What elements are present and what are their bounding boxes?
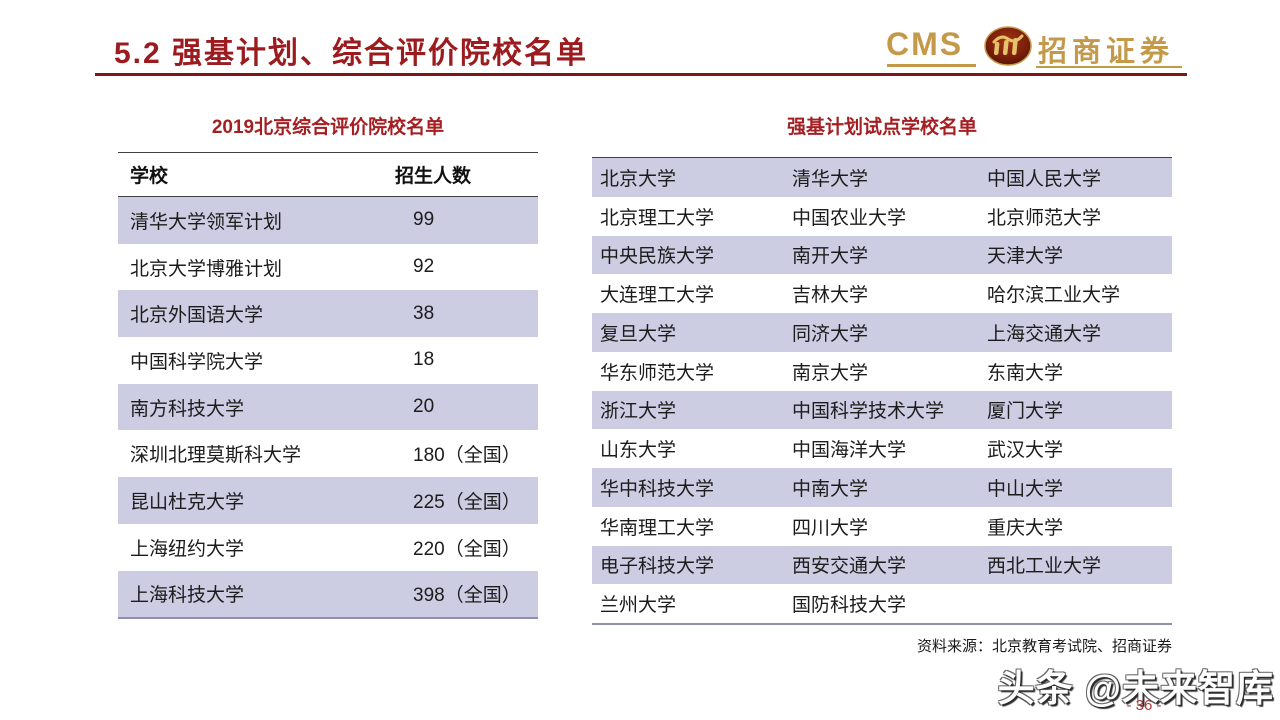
school-cell: 北京外国语大学 — [130, 305, 264, 327]
page-title: 5.2 强基计划、综合评价院校名单 — [114, 37, 589, 70]
count-cell: 20 — [413, 396, 435, 418]
cms-badge-icon — [984, 24, 1032, 73]
table-row: 上海纽约大学 220（全国） — [118, 524, 538, 571]
school-cell: 昆山杜克大学 — [130, 491, 245, 513]
school-cell: 浙江大学 — [600, 401, 677, 423]
count-cell: 92 — [413, 256, 435, 278]
left-table-title: 2019北京综合评价院校名单 — [211, 117, 445, 138]
school-cell: 中国人民大学 — [987, 168, 1102, 190]
school-cell: 深圳北理莫斯科大学 — [130, 445, 302, 467]
table-row: 兰州大学 国防科技大学 — [592, 584, 1172, 623]
brand-logo: CMS 招商证券 — [886, 24, 1182, 70]
school-cell: 中南大学 — [792, 478, 869, 500]
school-cell: 南方科技大学 — [130, 398, 245, 420]
count-cell: 220（全国） — [413, 538, 521, 560]
count-cell: 18 — [413, 349, 435, 371]
school-cell: 中国科学技术大学 — [792, 401, 945, 423]
source-note: 资料来源：北京教育考试院、招商证券 — [916, 638, 1172, 655]
school-cell: 中国科学院大学 — [130, 351, 264, 373]
count-cell: 99 — [413, 209, 435, 231]
school-cell: 四川大学 — [792, 517, 869, 539]
school-cell: 北京大学 — [600, 168, 677, 190]
school-cell: 中国农业大学 — [792, 207, 907, 229]
brand-name-underline — [1036, 66, 1182, 68]
count-cell: 180（全国） — [413, 445, 521, 467]
school-cell: 华南理工大学 — [600, 517, 715, 539]
table-row: 复旦大学 同济大学 上海交通大学 — [592, 313, 1172, 352]
table-row: 清华大学领军计划 99 — [118, 197, 538, 244]
count-cell: 38 — [413, 302, 435, 324]
school-cell: 中国海洋大学 — [792, 440, 907, 462]
table-row: 昆山杜克大学 225（全国） — [118, 477, 538, 524]
school-cell: 山东大学 — [600, 440, 677, 462]
comprehensive-evaluation-table: 学校 招生人数 清华大学领军计划 99 北京大学博雅计划 92 北京外国语大学 … — [118, 152, 538, 620]
school-cell: 兰州大学 — [600, 595, 677, 617]
school-cell: 复旦大学 — [600, 323, 677, 345]
right-table-title: 强基计划试点学校名单 — [786, 117, 977, 138]
school-cell: 中央民族大学 — [600, 246, 715, 268]
table-row: 电子科技大学 西安交通大学 西北工业大学 — [592, 545, 1172, 585]
watermark: 头条 @未来智库 — [997, 668, 1274, 709]
count-cell: 225（全国） — [413, 491, 521, 513]
table-row: 深圳北理莫斯科大学 180（全国） — [118, 430, 538, 477]
brand-cms-underline — [887, 64, 976, 67]
table-row: 山东大学 中国海洋大学 武汉大学 — [592, 429, 1172, 468]
table-row: 华中科技大学 中南大学 中山大学 — [592, 468, 1172, 507]
school-cell: 大连理工大学 — [600, 285, 715, 307]
table-row: 上海科技大学 398（全国） — [118, 570, 538, 618]
school-cell: 厦门大学 — [987, 401, 1064, 423]
table-row: 南方科技大学 20 — [118, 383, 538, 431]
column-header-count: 招生人数 — [395, 166, 472, 187]
school-cell: 南开大学 — [792, 246, 869, 268]
school-cell: 哈尔滨工业大学 — [987, 285, 1121, 307]
school-cell: 天津大学 — [987, 246, 1064, 268]
school-cell: 吉林大学 — [792, 285, 869, 307]
school-cell: 同济大学 — [792, 323, 869, 345]
table-row: 大连理工大学 吉林大学 哈尔滨工业大学 — [592, 274, 1172, 313]
school-cell: 西安交通大学 — [792, 556, 907, 578]
school-cell: 清华大学 — [792, 168, 869, 190]
table-row: 华东师范大学 南京大学 东南大学 — [592, 352, 1172, 391]
table-row: 浙江大学 中国科学技术大学 厦门大学 — [592, 390, 1172, 430]
school-cell: 北京师范大学 — [987, 207, 1102, 229]
school-cell: 上海科技大学 — [130, 585, 245, 607]
school-cell: 南京大学 — [792, 362, 869, 384]
count-cell: 398（全国） — [413, 585, 521, 607]
table-row: 中国科学院大学 18 — [118, 337, 538, 384]
school-cell: 电子科技大学 — [600, 556, 715, 578]
school-cell: 武汉大学 — [987, 440, 1064, 462]
school-cell: 清华大学领军计划 — [130, 211, 283, 233]
title-divider — [95, 73, 1187, 76]
table-row: 北京理工大学 中国农业大学 北京师范大学 — [592, 197, 1172, 236]
table-row: 华南理工大学 四川大学 重庆大学 — [592, 507, 1172, 546]
school-cell: 国防科技大学 — [792, 595, 907, 617]
table-row: 北京外国语大学 38 — [118, 290, 538, 338]
page-number: - 36 - — [1126, 697, 1162, 714]
school-cell: 北京大学博雅计划 — [130, 258, 283, 280]
table-row: 中央民族大学 南开大学 天津大学 — [592, 235, 1172, 275]
table-row: 北京大学 清华大学 中国人民大学 — [592, 158, 1172, 197]
brand-cms-text: CMS — [886, 26, 964, 62]
school-cell: 西北工业大学 — [987, 556, 1102, 578]
school-cell: 东南大学 — [987, 362, 1064, 384]
school-cell: 北京理工大学 — [600, 207, 715, 229]
strong-foundation-plan-table: 北京大学 清华大学 中国人民大学 北京理工大学 中国农业大学 北京师范大学 中央… — [592, 157, 1172, 625]
table-row: 北京大学博雅计划 92 — [118, 244, 538, 291]
school-cell: 上海纽约大学 — [130, 538, 245, 560]
table-header-row: 学校 招生人数 — [118, 153, 538, 197]
school-cell: 上海交通大学 — [987, 323, 1102, 345]
column-header-school: 学校 — [130, 166, 169, 187]
school-cell: 华中科技大学 — [600, 478, 715, 500]
school-cell: 重庆大学 — [987, 517, 1064, 539]
brand-name-text: 招商证券 — [1038, 36, 1175, 68]
school-cell: 华东师范大学 — [600, 362, 715, 384]
school-cell: 中山大学 — [987, 478, 1064, 500]
